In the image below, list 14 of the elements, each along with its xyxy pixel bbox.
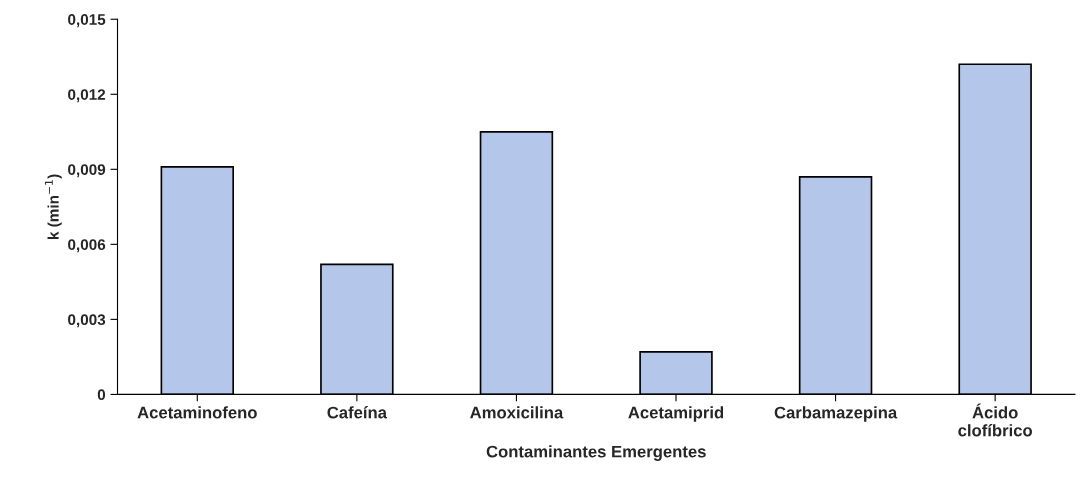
x-tick-label: Carbamazepina (774, 406, 898, 422)
y-tick-label: 0,009 (68, 164, 106, 178)
y-tick-label: 0,003 (68, 314, 106, 328)
x-tick-label: Amoxicilina (470, 406, 564, 419)
x-tick-label: Acetaminofeno (137, 406, 257, 419)
y-axis-title: k (min$^{−1}$) (44, 174, 62, 239)
y-tick-label: 0 (97, 389, 106, 401)
y-tick-label: 0,015 (68, 14, 106, 28)
y-tick-label: 0,006 (68, 239, 106, 253)
x-tick-label: Cafeína (327, 406, 388, 419)
x-tick-label: Ácido clofíbrico (958, 403, 1033, 437)
y-tick-label: 0,012 (68, 89, 106, 103)
x-tick-label: Acetamiprid (628, 406, 724, 422)
x-axis-title: Contaminantes Emergentes (486, 445, 706, 461)
